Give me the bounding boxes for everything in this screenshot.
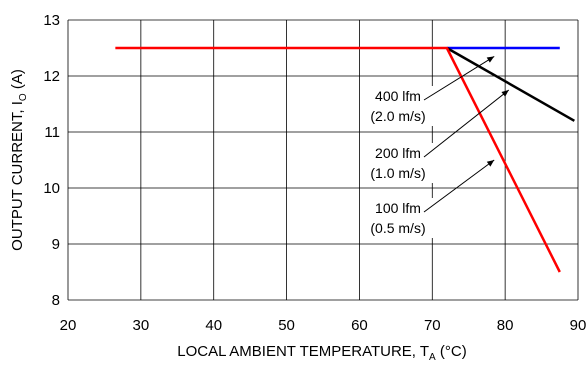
arrowhead-icon bbox=[501, 90, 509, 97]
annotation: 200 lfm (1.0 m/s) bbox=[362, 89, 510, 183]
annotation-leader-line bbox=[423, 89, 510, 158]
y-tick-label: 8 bbox=[52, 292, 60, 309]
annotation-background bbox=[362, 198, 436, 238]
annotation-airflow-lfm: 100 lfm bbox=[375, 200, 421, 216]
annotation: 400 lfm (2.0 m/s) bbox=[362, 55, 495, 126]
y-tick-label: 13 bbox=[43, 12, 60, 29]
annotation-leader-line bbox=[423, 159, 495, 213]
annotation-background bbox=[362, 143, 436, 183]
y-tick-label: 11 bbox=[44, 124, 60, 141]
x-tick-label: 90 bbox=[570, 317, 586, 334]
x-tick-label: 50 bbox=[278, 317, 295, 334]
annotation-airflow-ms: (1.0 m/s) bbox=[370, 165, 425, 181]
annotation-airflow-lfm: 200 lfm bbox=[375, 145, 421, 161]
y-tick-label: 10 bbox=[43, 180, 60, 197]
arrowhead-icon bbox=[486, 160, 495, 167]
annotation-airflow-lfm: 400 lfm bbox=[375, 88, 421, 104]
y-axis-title: OUTPUT CURRENT, IO (A) bbox=[9, 69, 29, 251]
annotation-background bbox=[362, 86, 436, 126]
x-axis-title: LOCAL AMBIENT TEMPERATURE, TA (°C) bbox=[177, 343, 466, 363]
x-tick-label: 70 bbox=[424, 317, 441, 334]
annotation-airflow-ms: (0.5 m/s) bbox=[370, 220, 425, 236]
series-lines bbox=[115, 46, 575, 273]
grid bbox=[67, 19, 579, 301]
x-tick-label: 40 bbox=[205, 317, 222, 334]
x-tick-label: 20 bbox=[60, 317, 77, 334]
y-tick-label: 12 bbox=[43, 68, 60, 85]
x-tick-label: 60 bbox=[351, 317, 368, 334]
annotations: 400 lfm (2.0 m/s) 200 lfm (1.0 m/s) 100 lfm (… bbox=[362, 55, 510, 238]
y-tick-label: 9 bbox=[52, 236, 60, 253]
annotation: 100 lfm (0.5 m/s) bbox=[362, 159, 495, 238]
series-line bbox=[115, 46, 561, 273]
arrowhead-icon bbox=[486, 56, 495, 63]
series-line bbox=[446, 46, 575, 122]
x-tick-label: 80 bbox=[497, 317, 514, 334]
tick-labels: 20 30 40 50 60 70 80 90 8 9 10 11 12 13 bbox=[43, 12, 586, 334]
annotation-leader-line bbox=[423, 55, 495, 101]
annotation-airflow-ms: (2.0 m/s) bbox=[370, 108, 425, 124]
x-tick-label: 30 bbox=[133, 317, 150, 334]
